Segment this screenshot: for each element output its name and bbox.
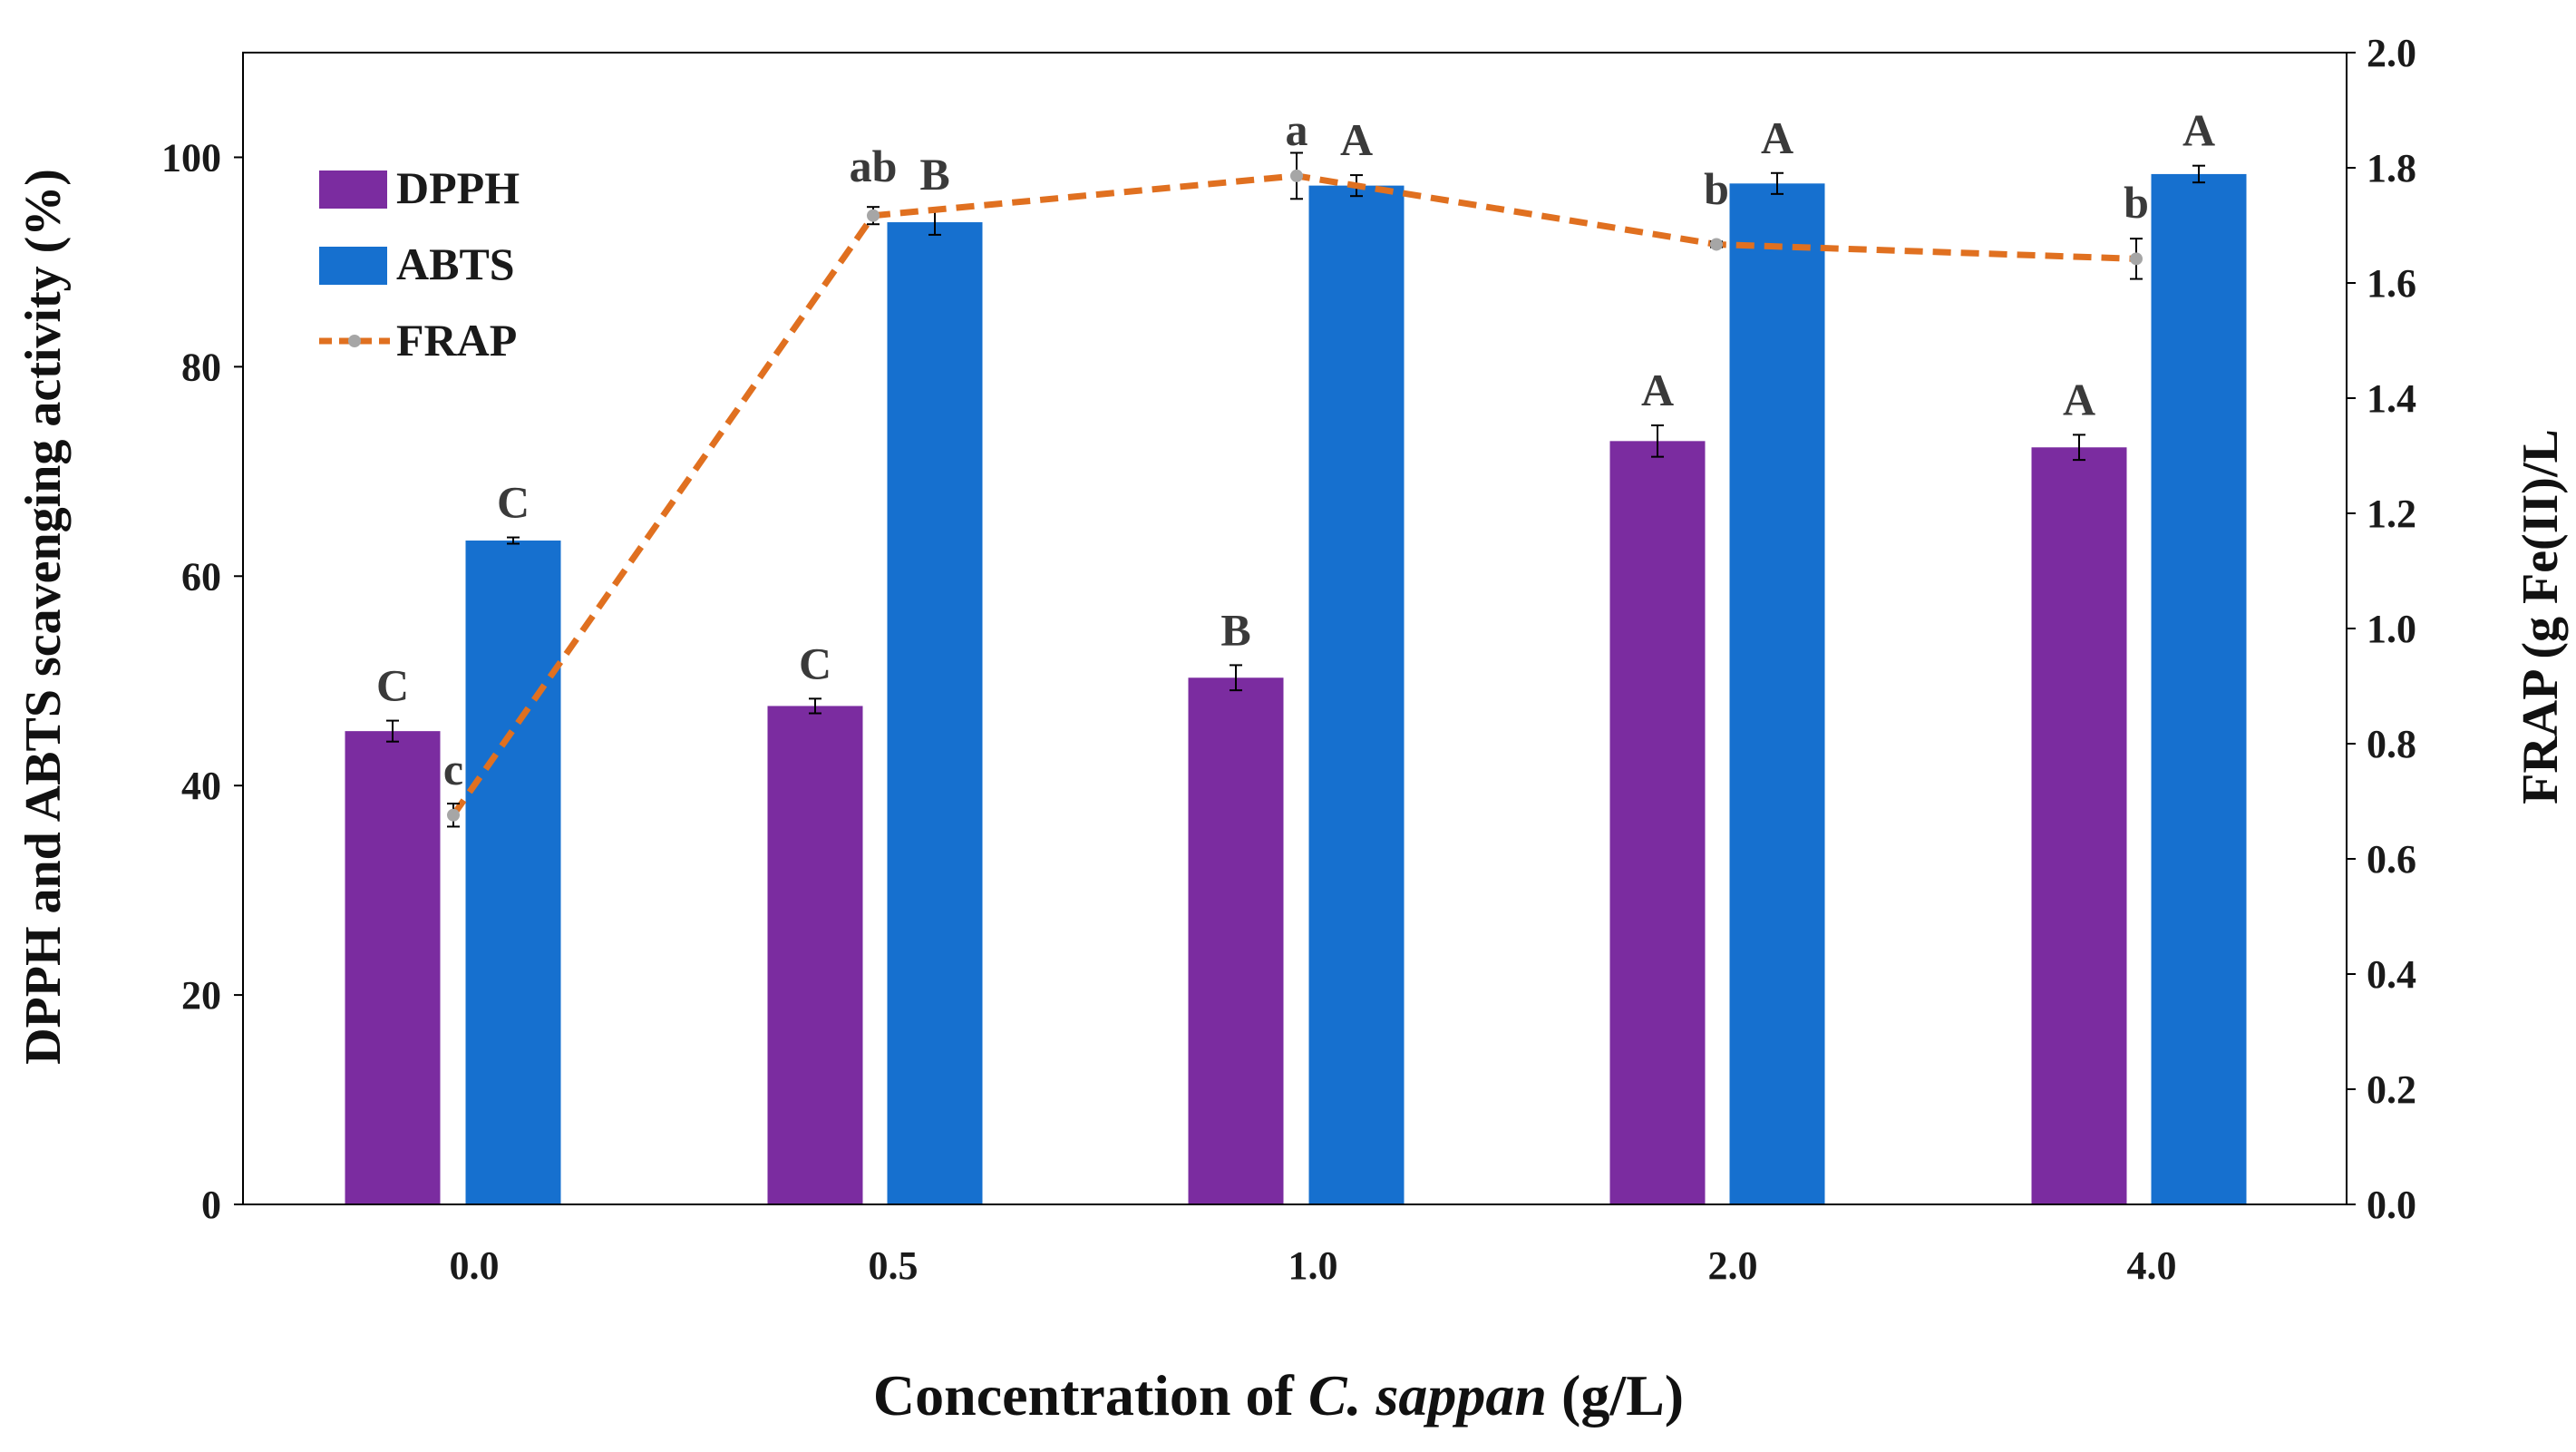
- dpph-bar: [1188, 677, 1284, 1204]
- abts-significance-label: A: [1340, 114, 1373, 165]
- legend-swatch-abts: [319, 247, 387, 285]
- y2-tick-label: 2.0: [2367, 31, 2416, 75]
- abts-bar: [465, 541, 561, 1204]
- y-tick-label: 100: [161, 135, 221, 180]
- y2-tick-label: 1.0: [2367, 607, 2416, 651]
- y2-tick-label: 1.2: [2367, 492, 2416, 536]
- legend-label-abts: ABTS: [396, 239, 515, 289]
- frap-significance-label: a: [1286, 104, 1308, 155]
- y2-axis-title: FRAP (g Fe(II)/L: [2513, 429, 2569, 804]
- y-tick-label: 20: [181, 973, 221, 1018]
- y2-tick-label: 0.4: [2367, 952, 2416, 997]
- frap-point: [447, 808, 460, 822]
- x-tick-label: 0.5: [869, 1243, 919, 1288]
- y2-tick-label: 1.6: [2367, 261, 2416, 306]
- abts-bar: [887, 222, 983, 1204]
- y-tick-label: 40: [181, 764, 221, 808]
- abts-bar: [2151, 173, 2247, 1205]
- y2-tick-label: 0.6: [2367, 837, 2416, 882]
- dpph-bar: [767, 706, 863, 1204]
- abts-significance-label: C: [497, 477, 530, 528]
- dpph-error-bar: [809, 697, 821, 715]
- legend-swatch-dpph: [319, 171, 387, 209]
- y2-tick-label: 0.0: [2367, 1183, 2416, 1227]
- abts-significance-label: B: [919, 149, 949, 200]
- frap-significance-label: b: [2124, 177, 2149, 228]
- abts-error-bar: [507, 536, 520, 545]
- dpph-error-bar: [2073, 434, 2085, 462]
- abts-significance-label: A: [1761, 112, 1793, 163]
- abts-bar: [1729, 183, 1825, 1205]
- dpph-significance-label: C: [799, 638, 831, 688]
- frap-point: [1710, 238, 1723, 251]
- frap-point: [867, 209, 880, 222]
- frap-point: [2130, 252, 2143, 266]
- x-tick-label: 4.0: [2127, 1243, 2177, 1288]
- x-tick-label: 1.0: [1288, 1243, 1338, 1288]
- x-axis-title-unit: (g/L): [1547, 1363, 1684, 1428]
- x-tick-label: 0.0: [450, 1243, 500, 1288]
- abts-error-bar: [2192, 164, 2205, 184]
- frap-significance-label: b: [1704, 163, 1729, 214]
- legend: DPPH ABTS FRAP: [319, 162, 520, 365]
- bars-layer: [345, 164, 2247, 1205]
- legend-label-dpph: DPPH: [396, 162, 520, 213]
- dpph-bar: [1609, 441, 1706, 1204]
- y-tick-label: 60: [181, 554, 221, 599]
- y2-tick-label: 0.2: [2367, 1067, 2416, 1112]
- dpph-error-bar: [1651, 424, 1664, 458]
- dpph-bar: [345, 731, 441, 1204]
- x-axis-title-prefix: Concentration of: [873, 1363, 1308, 1428]
- abts-bar: [1308, 185, 1405, 1204]
- frap-significance-label: ab: [850, 141, 898, 191]
- dpph-significance-label: A: [1641, 365, 1674, 415]
- x-axis-title: Concentration of C. sappan (g/L): [873, 1363, 1684, 1428]
- dpph-significance-label: B: [1220, 604, 1250, 655]
- abts-significance-label: A: [2182, 105, 2215, 156]
- abts-error-bar: [1771, 171, 1784, 195]
- legend-marker-frap: [348, 335, 361, 347]
- y2-tick-label: 1.4: [2367, 376, 2416, 421]
- x-axis-title-species: C. sappan: [1308, 1363, 1547, 1428]
- axes-layer: 0 20 40 60 80 100 0.0 0.2 0.4 0.6 0.8 1.0 1.2 1.4 1.6 1…: [161, 31, 2416, 1288]
- frap-significance-label: c: [443, 744, 463, 794]
- y-tick-label: 80: [181, 345, 221, 389]
- legend-label-frap: FRAP: [396, 315, 517, 365]
- dpph-bar: [2031, 447, 2127, 1204]
- y-axis-title: DPPH and ABTS scavenging activity (%): [15, 169, 72, 1065]
- frap-point: [1290, 169, 1303, 182]
- y2-tick-label: 0.8: [2367, 722, 2416, 766]
- dpph-significance-label: C: [376, 660, 409, 711]
- dpph-error-bar: [1230, 664, 1242, 692]
- dpph-error-bar: [386, 719, 399, 743]
- frap-line-layer: [447, 151, 2143, 828]
- dpph-significance-label: A: [2063, 374, 2095, 424]
- y-tick-label: 0: [201, 1183, 221, 1227]
- y2-tick-label: 1.8: [2367, 146, 2416, 190]
- x-tick-label: 2.0: [1708, 1243, 1758, 1288]
